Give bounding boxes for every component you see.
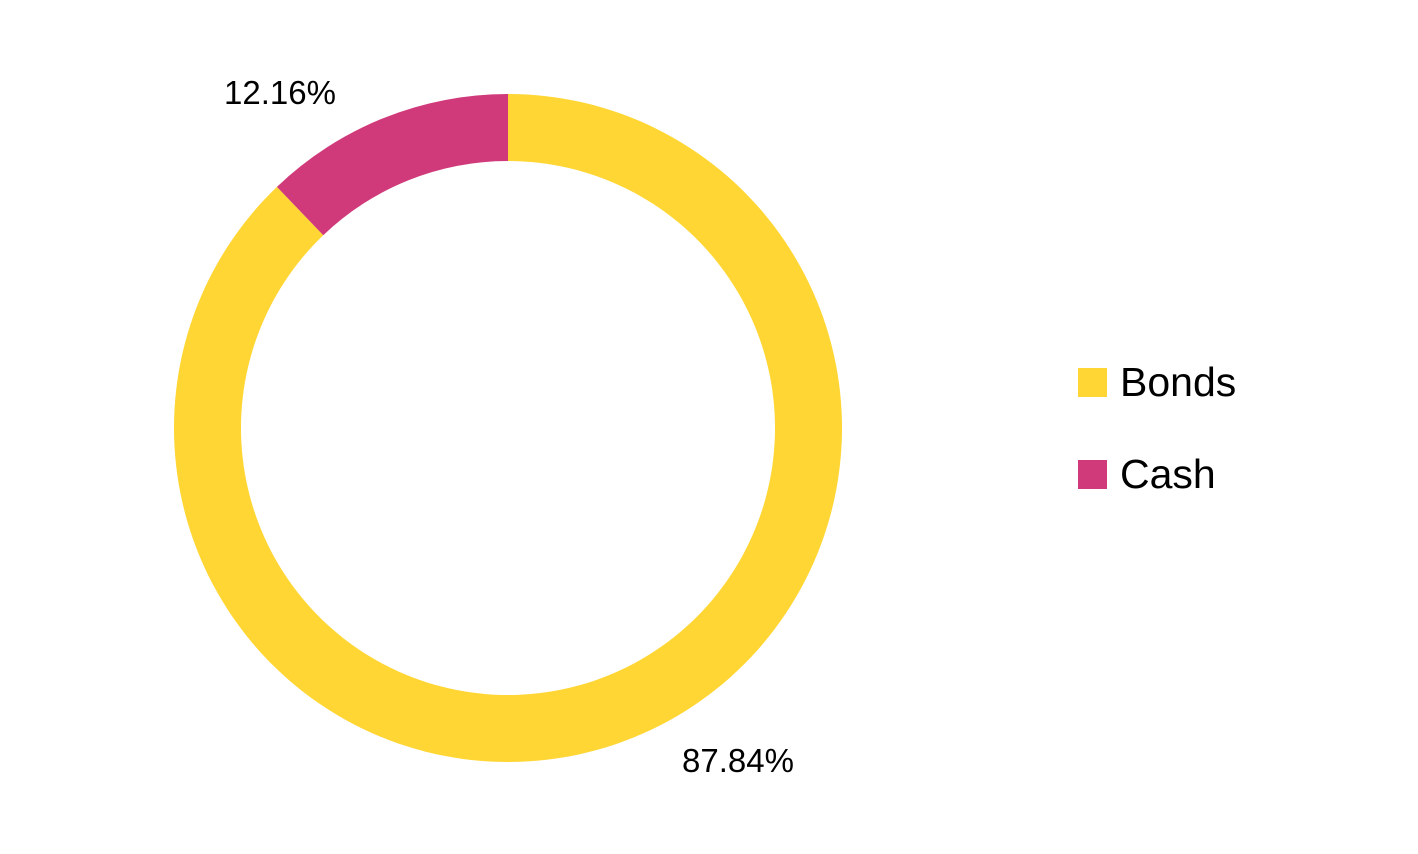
legend-item-cash: Cash: [1078, 444, 1236, 504]
chart-legend: Bonds Cash: [1078, 352, 1236, 536]
legend-label-cash: Cash: [1120, 451, 1216, 497]
legend-swatch-cash: [1078, 459, 1107, 489]
legend-label-bonds: Bonds: [1120, 359, 1237, 405]
donut-data-labels: 87.84% 12.16%: [224, 74, 794, 779]
data-label-bonds: 87.84%: [682, 742, 794, 779]
donut-slices: [174, 94, 842, 763]
donut-slice-bonds: [174, 94, 842, 763]
data-label-cash: 12.16%: [224, 74, 336, 111]
legend-swatch-bonds: [1078, 367, 1107, 397]
legend-item-bonds: Bonds: [1078, 352, 1236, 412]
donut-slice-cash: [276, 94, 508, 236]
